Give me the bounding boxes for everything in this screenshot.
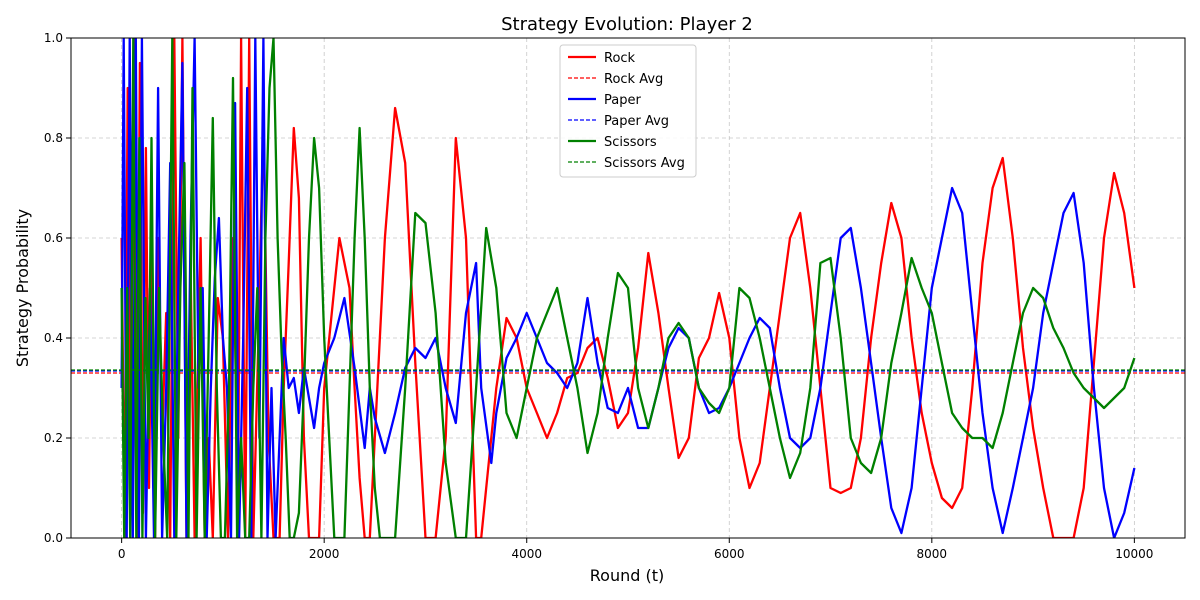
legend-label-scissors: Scissors [604,135,657,150]
x-tick-label: 0 [118,547,126,561]
chart-title: Strategy Evolution: Player 2 [501,14,753,35]
x-tick-label: 6000 [714,547,745,561]
legend-label-rock: Rock [604,51,636,66]
legend-label-rock-avg: Rock Avg [604,72,663,87]
y-tick-label: 1.0 [44,31,63,45]
x-tick-label: 10000 [1115,547,1153,561]
y-tick-label: 0.2 [44,431,63,445]
y-tick-label: 0.4 [44,331,63,345]
y-axis-label: Strategy Probability [13,209,32,367]
legend-label-paper: Paper [604,93,641,108]
x-axis-label: Round (t) [590,566,664,585]
plot-lines [71,38,1185,538]
y-tick-label: 0.8 [44,131,63,145]
y-tick-label: 0.6 [44,231,63,245]
legend: Rock Rock Avg Paper Paper Avg Scissors Scisso… [559,44,697,178]
y-tick-label: 0.0 [44,531,63,545]
legend-label-scissors-avg: Scissors Avg [604,156,685,171]
x-tick-label: 2000 [309,547,340,561]
series-line-scissors [120,38,1136,538]
x-tick-label: 8000 [917,547,948,561]
plot-frame [70,37,1186,539]
x-axis: 0 2000 4000 6000 8000 10000 [118,538,1153,561]
y-axis: 0.0 0.2 0.4 0.6 0.8 1.0 [44,31,71,545]
legend-label-paper-avg: Paper Avg [604,114,669,129]
x-tick-label: 4000 [511,547,542,561]
series-line-paper [120,38,1136,538]
